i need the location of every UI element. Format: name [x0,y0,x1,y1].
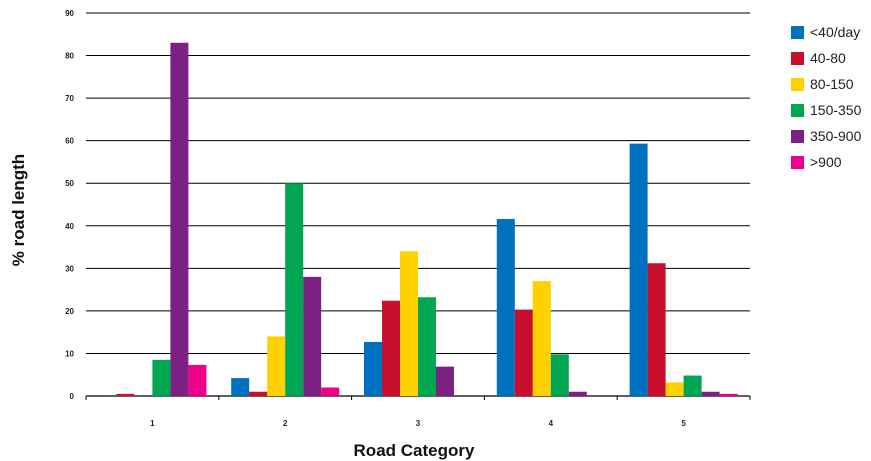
bar-cat3-series4 [418,297,436,396]
x-axis-title: Road Category [354,441,475,460]
bar-cat2-series2 [249,391,268,396]
bar-cat4-series1 [496,218,515,396]
legend-swatch [791,78,804,91]
bar-cat3-series3 [400,251,418,396]
bar-cat1-series4 [152,359,171,396]
x-tick-label: 4 [549,419,554,428]
legend-swatch [791,156,804,169]
legend-label: 150-350 [810,102,862,118]
bar-cat3-series5 [436,366,454,396]
legend: <40/day 40-80 80-150 150-350 350-900 >900 [791,24,862,170]
y-tick-label: 70 [65,94,74,103]
bar-cat1-series6 [188,364,207,396]
legend-swatch [791,52,804,65]
bar-cat5-series5 [701,391,720,396]
bar-cat4-series2 [514,309,533,396]
x-tick-label: 5 [681,419,686,428]
y-tick-label: 40 [65,222,74,231]
bar-cat2-series4 [285,183,304,396]
x-axis-ticks: 1 2 3 4 5 [150,419,686,428]
x-axis [85,396,751,400]
legend-label: >900 [810,154,842,170]
bar-cat1-series2 [116,393,135,396]
bar-cat2-series6 [321,387,340,396]
bar-cat5-series1 [629,143,648,396]
bar-cat4-series5 [568,391,587,396]
bar-cat3-series1 [364,341,382,396]
bar-cat5-series4 [683,375,702,396]
y-axis-title: % road length [9,154,28,266]
x-tick-label: 2 [283,419,288,428]
x-tick-label: 3 [416,419,421,428]
legend-swatch [791,104,804,117]
legend-label: 350-900 [810,128,862,144]
y-axis-ticks: 0 10 20 30 40 50 60 70 80 90 [65,9,74,401]
bar-cat3-series2 [382,300,400,396]
y-tick-label: 0 [70,392,75,401]
y-tick-label: 20 [65,307,74,316]
y-tick-label: 10 [65,349,74,358]
y-tick-label: 80 [65,52,74,61]
bar-cat2-series1 [231,378,250,396]
legend-label: <40/day [810,24,860,40]
y-tick-label: 90 [65,9,74,18]
bar-cat4-series3 [532,281,551,396]
bar-cat5-series2 [647,263,666,396]
y-tick-label: 50 [65,179,74,188]
bar-cat5-series6 [719,393,738,396]
bar-cat2-series3 [267,336,286,396]
bar-cat5-series3 [665,382,684,396]
legend-label: 80-150 [810,76,854,92]
y-tick-label: 30 [65,264,74,273]
legend-swatch [791,130,804,143]
y-tick-label: 60 [65,137,74,146]
legend-swatch [791,26,804,39]
legend-label: 40-80 [810,50,846,66]
bar-cat2-series5 [303,276,322,396]
bars [116,42,738,397]
x-tick-label: 1 [150,419,155,428]
gridlines [86,12,750,397]
bar-cat1-series5 [170,42,189,397]
bar-cat4-series4 [550,354,569,396]
